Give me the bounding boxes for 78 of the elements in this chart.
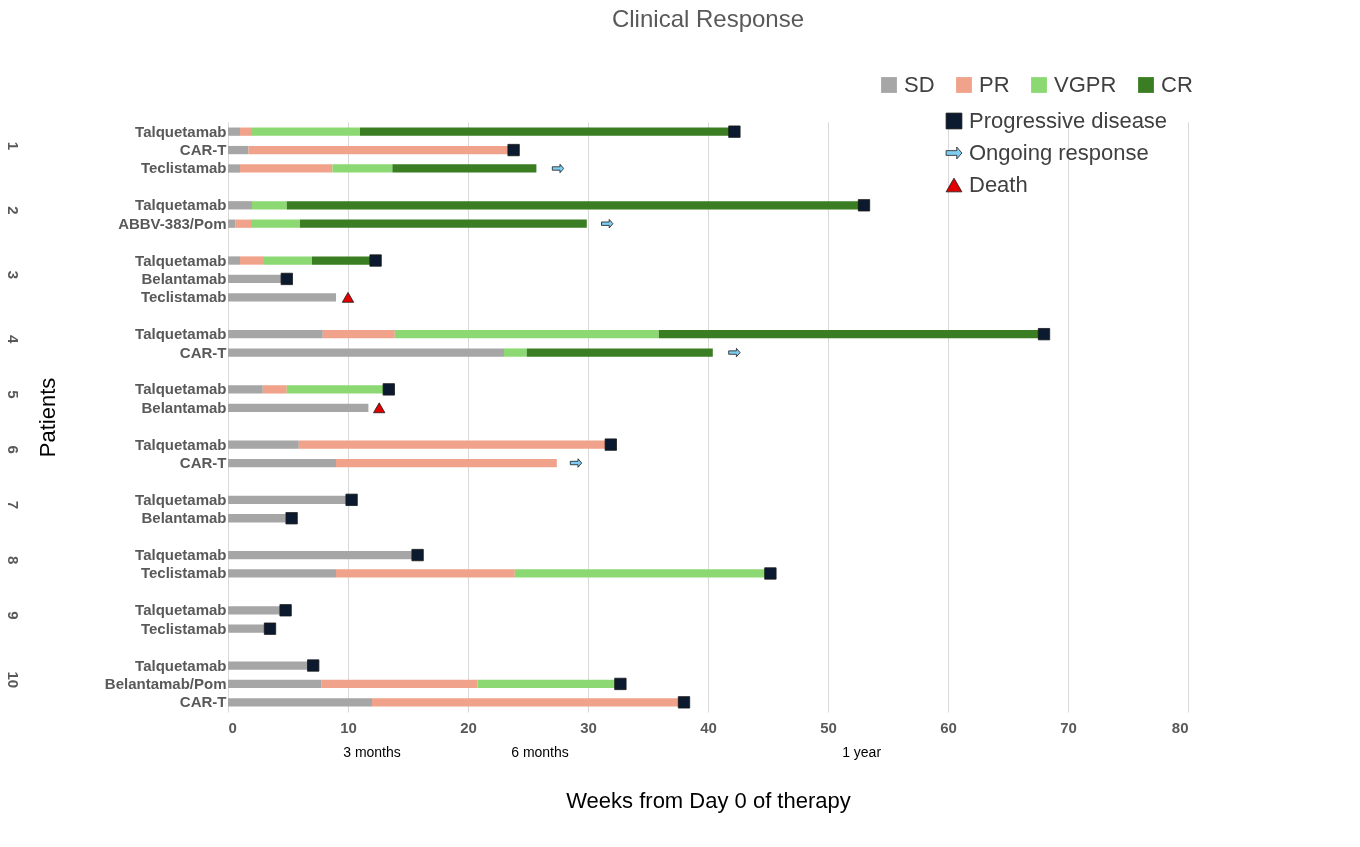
point xyxy=(728,125,741,138)
y-tick-label: Talquetamab xyxy=(135,656,227,674)
y-tick-label: Teclistamab xyxy=(140,619,227,637)
point xyxy=(369,254,382,267)
text: 6 xyxy=(5,445,22,454)
legend-label: CR xyxy=(1161,72,1193,97)
x-tick-label: 40 xyxy=(700,718,717,736)
x-tick-label: 70 xyxy=(1060,718,1077,736)
y-tick-label: Talquetamab xyxy=(135,546,227,564)
point xyxy=(280,272,293,286)
point xyxy=(1037,328,1051,341)
point xyxy=(345,493,358,506)
y-tick-label: Teclistamab xyxy=(140,288,227,306)
y-tick-label: CAR-T xyxy=(179,454,227,472)
y-tick-label: ABBV-383/Pom xyxy=(118,214,227,232)
text: 5 xyxy=(5,390,22,399)
y-tick-label: Talquetamab xyxy=(135,380,227,398)
point xyxy=(285,512,298,525)
y-tick-label: Talquetamab xyxy=(135,325,227,343)
y-tick-label: CAR-T xyxy=(179,141,227,159)
legend-label: PR xyxy=(979,72,1010,97)
legend-label: Progressive disease xyxy=(969,108,1168,133)
x-axis-title: Weeks from Day 0 of therapy xyxy=(566,787,851,813)
point xyxy=(569,458,583,468)
y-tick-label: Belantamab xyxy=(141,509,227,527)
point xyxy=(411,548,424,562)
legend-label: VGPR xyxy=(1054,72,1117,97)
point xyxy=(677,696,691,709)
point xyxy=(601,219,614,229)
point xyxy=(373,402,386,414)
y-tick-label: Teclistamab xyxy=(140,564,227,582)
legend-label: Ongoing response xyxy=(969,140,1149,165)
point xyxy=(263,622,277,635)
point xyxy=(551,163,565,174)
text: 8 xyxy=(5,555,22,565)
point xyxy=(507,143,520,157)
x-tick-label: 50 xyxy=(820,718,837,736)
y-tick-label: Talquetamab xyxy=(135,122,227,140)
y-tick-label: Talquetamab xyxy=(135,435,227,453)
point xyxy=(382,383,395,396)
text: 1 year xyxy=(842,744,882,760)
point xyxy=(307,659,320,672)
x-tick-label: 30 xyxy=(580,718,597,736)
chart-title: Clinical Response xyxy=(611,5,805,32)
point xyxy=(857,199,871,212)
y-tick-label: Talquetamab xyxy=(135,251,227,269)
legend-label: Death xyxy=(969,172,1028,197)
y-tick-label: CAR-T xyxy=(179,343,227,361)
legend-label: SD xyxy=(904,72,935,97)
y-tick-label: Teclistamab xyxy=(140,159,227,177)
x-tick-label: 20 xyxy=(460,718,477,736)
text: 3 months xyxy=(343,744,401,760)
x-tick-label: 60 xyxy=(940,718,957,736)
point xyxy=(614,677,627,691)
x-tick-label: 0 xyxy=(228,718,237,736)
point xyxy=(279,604,292,617)
y-tick-label: Belantamab/Pom xyxy=(104,674,227,692)
y-tick-label: Belantamab xyxy=(141,398,227,416)
text: 4 xyxy=(5,335,22,345)
text: 3 xyxy=(5,270,22,279)
y-tick-label: Talquetamab xyxy=(135,196,227,214)
text: 2 xyxy=(5,206,22,215)
text: 7 xyxy=(5,500,22,510)
text: 6 months xyxy=(511,744,569,760)
x-tick-label: 80 xyxy=(1171,718,1189,736)
text: 9 xyxy=(5,611,22,620)
text: 1 xyxy=(5,141,22,151)
y-tick-label: Talquetamab xyxy=(135,490,227,508)
x-tick-label: 10 xyxy=(340,718,357,736)
point xyxy=(604,438,617,451)
y-tick-label: CAR-T xyxy=(179,693,227,711)
point xyxy=(764,567,777,580)
y-tick-label: Belantamab xyxy=(141,269,227,287)
point xyxy=(341,292,355,303)
y-tick-label: Talquetamab xyxy=(135,601,227,619)
point xyxy=(728,347,741,358)
y-axis-title: Patients xyxy=(34,377,60,458)
text: 10 xyxy=(5,671,22,689)
